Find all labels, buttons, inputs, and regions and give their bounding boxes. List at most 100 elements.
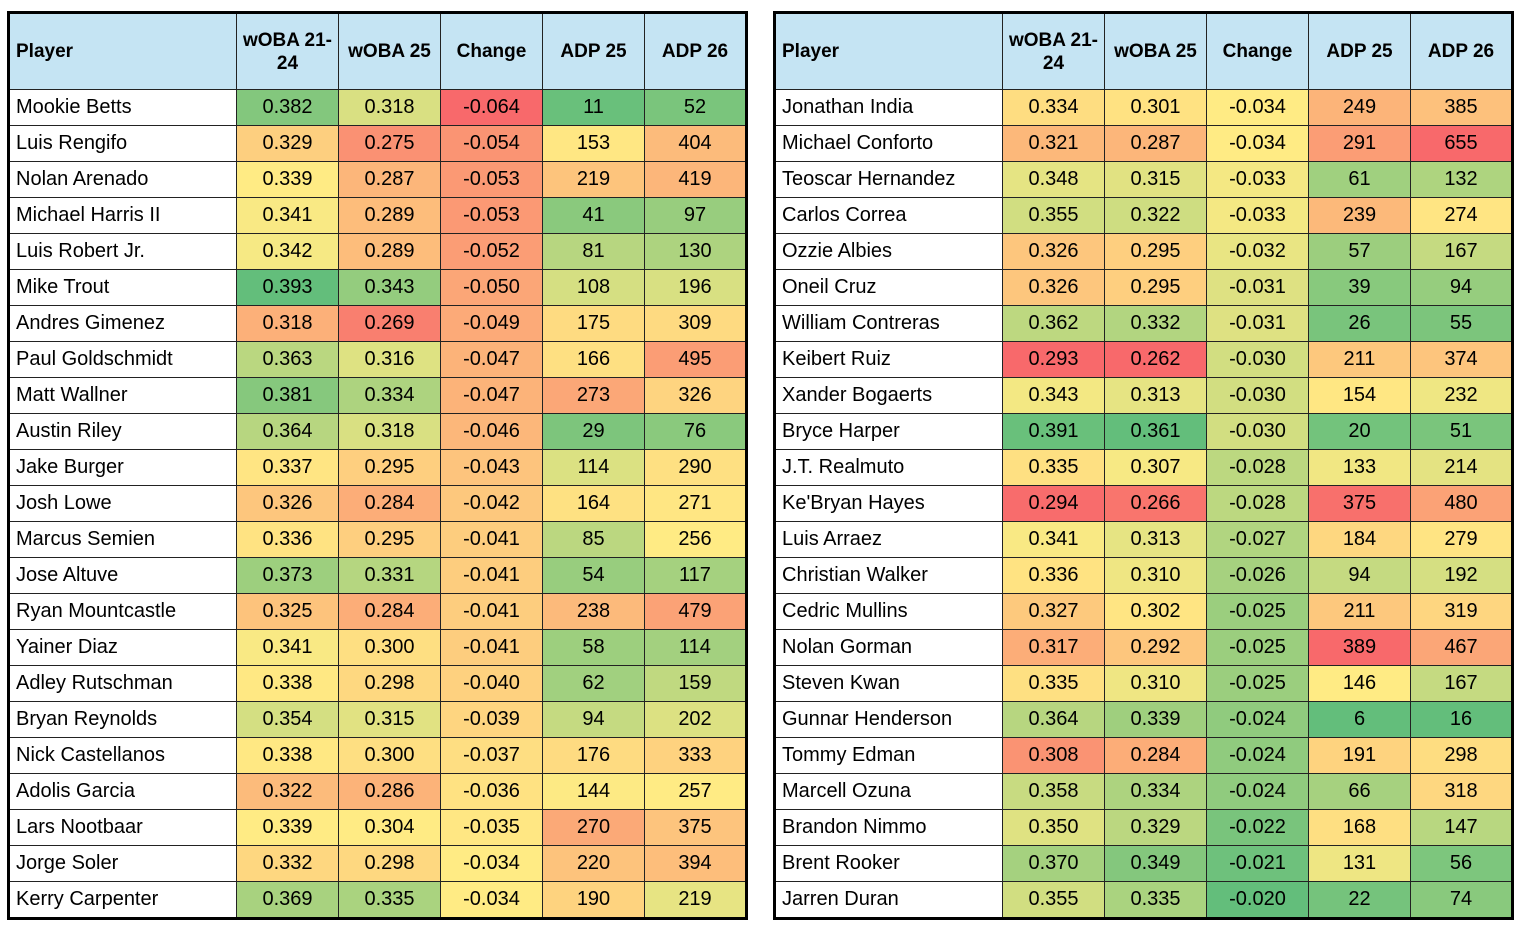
column-header: Player — [774, 12, 1003, 90]
stat-cell: 0.287 — [338, 161, 441, 198]
stat-cell: 0.364 — [1002, 701, 1105, 738]
stat-cell: 0.381 — [236, 377, 339, 414]
table-row: Oneil Cruz 0.326 0.295 -0.031 39 94 — [774, 269, 1513, 306]
table-row: Andres Gimenez 0.318 0.269 -0.049 175 309 — [8, 305, 747, 342]
table-row: Ozzie Albies 0.326 0.295 -0.032 57 167 — [774, 233, 1513, 270]
table-row: Josh Lowe 0.326 0.284 -0.042 164 271 — [8, 485, 747, 522]
stat-cell: 0.331 — [338, 557, 441, 594]
player-name: Mookie Betts — [8, 89, 237, 126]
stat-cell: 144 — [542, 773, 645, 810]
column-header: Change — [1206, 12, 1309, 90]
stat-cell: 0.310 — [1104, 557, 1207, 594]
column-header: wOBA 25 — [1104, 12, 1207, 90]
stat-cell: 0.315 — [338, 701, 441, 738]
stat-cell: -0.050 — [440, 269, 543, 306]
column-header: Change — [440, 12, 543, 90]
stat-cell: 41 — [542, 197, 645, 234]
table-row: Marcus Semien 0.336 0.295 -0.041 85 256 — [8, 521, 747, 558]
stat-cell: -0.041 — [440, 593, 543, 630]
stat-cell: 0.335 — [1002, 665, 1105, 702]
stat-cell: -0.024 — [1206, 701, 1309, 738]
player-name: Lars Nootbaar — [8, 809, 237, 846]
header-row: Player wOBA 21-24 wOBA 25 Change ADP 25 ADP 2… — [774, 12, 1513, 90]
table-row: Adolis Garcia 0.322 0.286 -0.036 144 257 — [8, 773, 747, 810]
player-name: Marcus Semien — [8, 521, 237, 558]
stat-cell: 238 — [542, 593, 645, 630]
stat-cell: 0.373 — [236, 557, 339, 594]
stat-cell: 58 — [542, 629, 645, 666]
table-row: Austin Riley 0.364 0.318 -0.046 29 76 — [8, 413, 747, 450]
stat-cell: 333 — [644, 737, 747, 774]
stat-cell: 0.339 — [236, 161, 339, 198]
player-name: Cedric Mullins — [774, 593, 1003, 630]
table-row: Jarren Duran 0.355 0.335 -0.020 22 74 — [774, 881, 1513, 919]
player-name: J.T. Realmuto — [774, 449, 1003, 486]
stat-cell: 6 — [1308, 701, 1411, 738]
stat-cell: 0.266 — [1104, 485, 1207, 522]
stat-cell: -0.031 — [1206, 269, 1309, 306]
stat-cell: 0.369 — [236, 881, 339, 919]
stat-cell: 76 — [644, 413, 747, 450]
stat-cell: 0.295 — [338, 521, 441, 558]
stat-cell: 0.341 — [236, 629, 339, 666]
table-row: Tommy Edman 0.308 0.284 -0.024 191 298 — [774, 737, 1513, 774]
stat-cell: 290 — [644, 449, 747, 486]
stat-cell: 0.334 — [1002, 89, 1105, 126]
player-name: Oneil Cruz — [774, 269, 1003, 306]
stat-cell: -0.031 — [1206, 305, 1309, 342]
stat-cell: 0.327 — [1002, 593, 1105, 630]
stat-cell: 0.335 — [1002, 449, 1105, 486]
table-row: Michael Conforto 0.321 0.287 -0.034 291 655 — [774, 125, 1513, 162]
stat-cell: 202 — [644, 701, 747, 738]
player-name: Austin Riley — [8, 413, 237, 450]
stat-cell: 0.361 — [1104, 413, 1207, 450]
stat-cell: 0.322 — [1104, 197, 1207, 234]
stat-cell: 0.332 — [236, 845, 339, 882]
stat-cell: 257 — [644, 773, 747, 810]
stat-cell: -0.034 — [1206, 125, 1309, 162]
table-row: Brandon Nimmo 0.350 0.329 -0.022 168 147 — [774, 809, 1513, 846]
stat-cell: -0.024 — [1206, 773, 1309, 810]
stat-cell: 0.329 — [1104, 809, 1207, 846]
player-name: Steven Kwan — [774, 665, 1003, 702]
stat-cell: 0.321 — [1002, 125, 1105, 162]
stat-cell: 0.336 — [236, 521, 339, 558]
stat-cell: 0.335 — [338, 881, 441, 919]
stat-cell: 54 — [542, 557, 645, 594]
player-name: Nolan Gorman — [774, 629, 1003, 666]
column-header: ADP 25 — [1308, 12, 1411, 90]
table-row: Cedric Mullins 0.327 0.302 -0.025 211 319 — [774, 593, 1513, 630]
player-name: Adley Rutschman — [8, 665, 237, 702]
stat-cell: 147 — [1410, 809, 1513, 846]
table-row: Bryce Harper 0.391 0.361 -0.030 20 51 — [774, 413, 1513, 450]
stat-cell: 375 — [644, 809, 747, 846]
stat-cell: -0.026 — [1206, 557, 1309, 594]
stat-cell: 0.289 — [338, 197, 441, 234]
stat-cell: 0.342 — [236, 233, 339, 270]
stat-cell: -0.049 — [440, 305, 543, 342]
player-name: Ozzie Albies — [774, 233, 1003, 270]
stat-cell: 211 — [1308, 593, 1411, 630]
stat-cell: 16 — [1410, 701, 1513, 738]
stat-cell: 394 — [644, 845, 747, 882]
stat-cell: 11 — [542, 89, 645, 126]
stat-cell: 270 — [542, 809, 645, 846]
stat-cell: 0.348 — [1002, 161, 1105, 198]
table-row: Michael Harris II 0.341 0.289 -0.053 41 97 — [8, 197, 747, 234]
stat-cell: -0.047 — [440, 341, 543, 378]
stat-cell: 0.338 — [236, 737, 339, 774]
table-row: Jorge Soler 0.332 0.298 -0.034 220 394 — [8, 845, 747, 882]
stat-cell: 153 — [542, 125, 645, 162]
player-name: Luis Robert Jr. — [8, 233, 237, 270]
stat-cell: 0.349 — [1104, 845, 1207, 882]
player-name: William Contreras — [774, 305, 1003, 342]
stat-cell: 0.318 — [236, 305, 339, 342]
table-row: Gunnar Henderson 0.364 0.339 -0.024 6 16 — [774, 701, 1513, 738]
stat-cell: 0.341 — [236, 197, 339, 234]
column-header: wOBA 21-24 — [236, 12, 339, 90]
stat-cell: -0.030 — [1206, 377, 1309, 414]
player-name: Brent Rooker — [774, 845, 1003, 882]
player-name: Christian Walker — [774, 557, 1003, 594]
stat-cell: 114 — [644, 629, 747, 666]
stat-cell: -0.054 — [440, 125, 543, 162]
